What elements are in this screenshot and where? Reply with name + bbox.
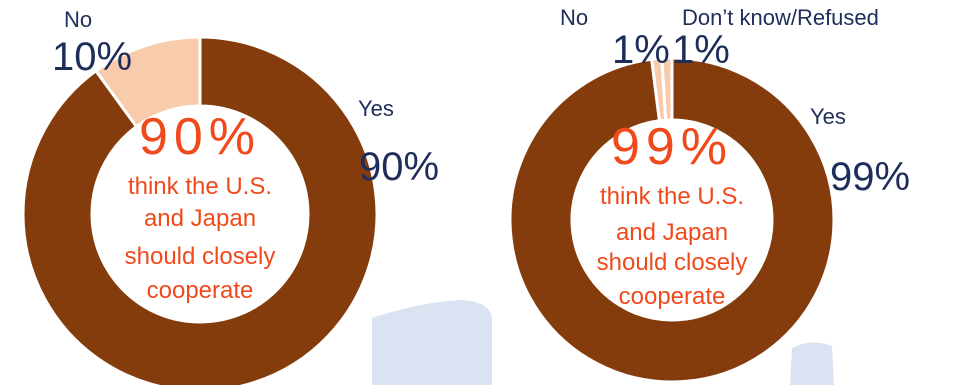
donut-1-slice-no bbox=[93, 35, 202, 129]
value-yes-2: 99% bbox=[830, 155, 910, 199]
center-line-2-4: cooperate bbox=[619, 283, 726, 310]
label-yes-2: Yes bbox=[810, 104, 846, 129]
center-line-1-1: think the U.S. bbox=[128, 173, 272, 200]
donut-2-slice-yes bbox=[508, 56, 836, 384]
label-no-2: No bbox=[560, 5, 588, 30]
value-no-2: 1% bbox=[612, 28, 670, 72]
center-line-2-2: and Japan bbox=[616, 219, 728, 246]
center-line-1-4: cooperate bbox=[147, 277, 254, 304]
donut-chart-2: No Don’t know/Refused 1% 1% Yes 99% 99% … bbox=[508, 5, 910, 384]
label-dk-2: Don’t know/Refused bbox=[682, 5, 879, 30]
donut-1-slices bbox=[21, 35, 379, 385]
donut-chart-1: No 10% Yes 90% 90% think the U.S. and Ja… bbox=[21, 7, 439, 385]
donut-2-slice-don-t-know-refused bbox=[660, 56, 674, 122]
value-yes-1: 90% bbox=[359, 145, 439, 189]
value-dk-2: 1% bbox=[672, 28, 730, 72]
background-shape-right bbox=[790, 342, 834, 385]
center-line-1-3: should closely bbox=[125, 243, 276, 270]
label-no-1: No bbox=[64, 7, 92, 32]
center-line-2-1: think the U.S. bbox=[600, 183, 744, 210]
donut-2-slices bbox=[508, 56, 836, 384]
value-no-1: 10% bbox=[52, 35, 132, 79]
center-line-2-3: should closely bbox=[597, 249, 748, 276]
center-percent-1: 90% bbox=[139, 108, 261, 166]
center-percent-2: 99% bbox=[611, 118, 733, 176]
donut-1-slice-yes bbox=[21, 35, 379, 385]
label-yes-1: Yes bbox=[358, 96, 394, 121]
background-shape-left bbox=[372, 300, 492, 385]
center-line-1-2: and Japan bbox=[144, 205, 256, 232]
